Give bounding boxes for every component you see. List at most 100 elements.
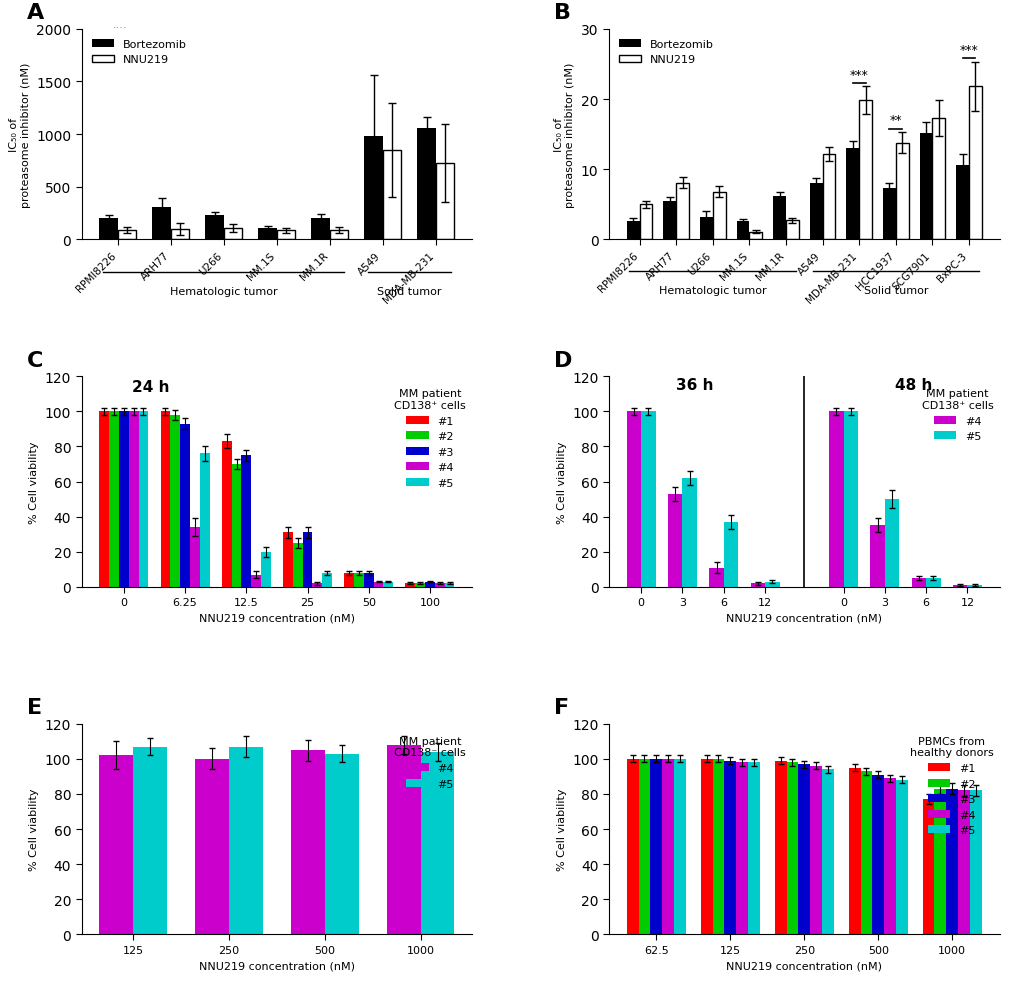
Bar [626, 412, 641, 587]
Bar [373, 582, 383, 587]
Bar [682, 478, 696, 587]
Bar [821, 769, 834, 934]
Bar [764, 582, 779, 587]
Text: ***: *** [959, 44, 977, 58]
X-axis label: NNU219 concentration (nM): NNU219 concentration (nM) [726, 613, 881, 623]
Bar [846, 149, 858, 241]
Bar [639, 205, 652, 241]
Bar [224, 229, 243, 241]
Legend: #4, #5: #4, #5 [389, 732, 470, 793]
Text: ***: *** [849, 69, 868, 82]
Bar [650, 759, 661, 934]
Bar [180, 424, 190, 587]
Bar [952, 585, 966, 587]
Bar [895, 143, 908, 241]
Bar [786, 222, 798, 241]
Bar [276, 232, 296, 241]
Legend: #1, #2, #3, #4, #5: #1, #2, #3, #4, #5 [389, 385, 470, 493]
Bar [626, 222, 639, 241]
Bar [303, 533, 312, 587]
Bar [882, 189, 895, 241]
Bar [699, 218, 712, 241]
Bar [425, 582, 434, 587]
Bar [676, 183, 688, 241]
Text: Solid tumor: Solid tumor [863, 285, 927, 296]
Bar [966, 585, 981, 587]
Bar [957, 790, 969, 934]
Bar [933, 789, 946, 934]
Text: ....: .... [113, 20, 127, 30]
Bar [895, 780, 907, 934]
X-axis label: NNU219 concentration (nM): NNU219 concentration (nM) [199, 960, 355, 970]
Y-axis label: IC₅₀ of
proteasome inhibitor (nM): IC₅₀ of proteasome inhibitor (nM) [9, 63, 31, 208]
Bar [118, 231, 137, 241]
Bar [383, 582, 393, 587]
Bar [119, 412, 128, 587]
Bar [858, 101, 871, 241]
Bar [387, 746, 421, 934]
Text: **: ** [889, 114, 901, 127]
Bar [749, 233, 761, 241]
Bar [641, 412, 655, 587]
Bar [662, 202, 676, 241]
Bar [626, 759, 638, 934]
Bar [109, 412, 119, 587]
Y-axis label: % Cell viability: % Cell viability [30, 441, 39, 523]
Bar [736, 762, 747, 934]
Bar [969, 790, 981, 934]
Bar [228, 746, 262, 934]
Bar [723, 523, 738, 587]
Bar [311, 219, 329, 241]
Bar [99, 412, 109, 587]
Bar [869, 526, 883, 587]
Bar [883, 778, 895, 934]
Text: Solid tumor: Solid tumor [377, 286, 441, 296]
Bar [251, 575, 261, 587]
Bar [871, 775, 883, 934]
Bar [139, 412, 148, 587]
Legend: Bortezomib, NNU219: Bortezomib, NNU219 [613, 36, 717, 70]
Bar [843, 412, 857, 587]
Text: F: F [553, 698, 569, 718]
Bar [434, 583, 444, 587]
Bar [417, 128, 435, 241]
Bar [364, 137, 382, 241]
Text: E: E [26, 698, 42, 718]
Bar [712, 759, 723, 934]
Text: B: B [553, 3, 571, 23]
Bar [132, 746, 166, 934]
Bar [700, 759, 712, 934]
X-axis label: NNU219 concentration (nM): NNU219 concentration (nM) [199, 613, 355, 623]
Text: 48 h: 48 h [894, 377, 931, 393]
Bar [364, 574, 373, 587]
Bar [190, 528, 200, 587]
Bar [242, 456, 251, 587]
Text: 36 h: 36 h [676, 377, 713, 393]
Text: A: A [26, 3, 44, 23]
Bar [809, 766, 821, 934]
Bar [382, 151, 401, 241]
Bar [821, 155, 835, 241]
Text: D: D [553, 351, 572, 371]
Bar [946, 789, 957, 934]
Text: Hematologic tumor: Hematologic tumor [170, 286, 277, 296]
Bar [661, 759, 674, 934]
Bar [325, 753, 358, 934]
Y-axis label: IC₅₀ of
proteasome inhibitor (nM): IC₅₀ of proteasome inhibitor (nM) [553, 63, 575, 208]
Bar [406, 583, 415, 587]
Bar [435, 163, 454, 241]
Bar [772, 197, 786, 241]
Bar [773, 760, 786, 934]
Bar [282, 533, 292, 587]
Bar [128, 412, 139, 587]
Bar [258, 230, 276, 241]
Bar [667, 494, 682, 587]
Bar [221, 441, 231, 587]
Bar [736, 222, 749, 241]
Bar [312, 583, 322, 587]
Text: C: C [26, 351, 43, 371]
Bar [421, 752, 454, 934]
Legend: Bortezomib, NNU219: Bortezomib, NNU219 [87, 36, 191, 70]
Bar [231, 464, 242, 587]
Bar [170, 415, 180, 587]
